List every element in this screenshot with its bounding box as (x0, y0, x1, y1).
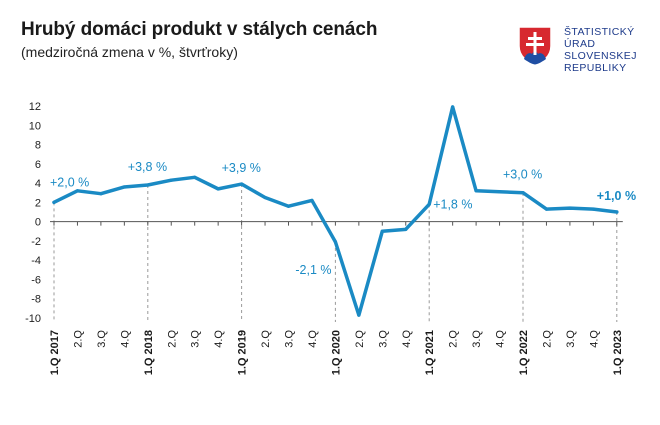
data-points (52, 105, 619, 317)
x-tick-label: 1.Q 2017 (49, 330, 61, 375)
data-point (591, 207, 595, 211)
data-point (75, 189, 80, 193)
data-label: +1,0 % (597, 189, 636, 203)
logo-line: REPUBLIKY (564, 62, 627, 74)
data-label: +2,0 % (50, 175, 89, 189)
data-point (310, 198, 314, 203)
data-point (216, 187, 220, 191)
x-tick-label: 1.Q 2023 (612, 330, 624, 375)
y-tick-label: -2 (31, 236, 41, 248)
x-tick-label: 4.Q (588, 330, 600, 348)
x-axis-labels: 1.Q 2017 2.Q 3.Q 4.Q 1.Q 2018 2.Q 3.Q 4.Q 1.Q 20… (49, 330, 624, 376)
y-tick-label: 10 (29, 120, 41, 132)
y-tick-label: 6 (35, 159, 41, 171)
x-tick-label: 1.Q 2020 (330, 330, 342, 375)
data-label: +1,8 % (433, 197, 472, 211)
data-point (357, 313, 361, 317)
x-tick-label: 1.Q 2021 (424, 330, 436, 375)
x-tick-label: 2.Q (72, 330, 84, 348)
data-point (521, 191, 525, 195)
x-tick-label: 3.Q (96, 330, 108, 348)
y-tick-label: -4 (31, 255, 41, 267)
x-tick-label: 3.Q (284, 330, 296, 348)
data-label: +3,8 % (128, 160, 167, 174)
statistical-office-logo: ŠTATISTICKÝ ÚRAD SLOVENSKEJ REPUBLIKY (516, 26, 648, 82)
data-point (615, 210, 619, 214)
x-tick-label: 4.Q (401, 330, 413, 348)
year-guides (53, 184, 618, 322)
data-point (544, 207, 549, 211)
x-tick-label: 2.Q (354, 330, 366, 348)
logo-line: ÚRAD (564, 38, 596, 50)
y-axis: -10 -8 -6 -4 -2 0 2 4 6 8 10 12 (25, 101, 41, 325)
data-point (263, 195, 267, 200)
data-annotations: +2,0 % +3,8 % +3,9 % -2,1 % +1,8 % +3,0 % +1,0… (50, 160, 636, 277)
coat-of-arms-icon (518, 26, 552, 66)
chart-title: Hrubý domáci produkt v stálych cenách (21, 19, 378, 40)
data-point (146, 183, 150, 187)
x-tick-label: 1.Q 2022 (518, 330, 530, 375)
x-tick-label: 3.Q (471, 330, 483, 348)
x-tick-label: 3.Q (377, 330, 389, 348)
x-tick-label: 2.Q (448, 330, 460, 348)
data-point (380, 229, 384, 233)
logo-line: SLOVENSKEJ (564, 50, 637, 62)
data-point (122, 185, 126, 189)
data-point (568, 206, 572, 210)
x-tick-label: 2.Q (166, 330, 178, 348)
x-tick-label: 4.Q (307, 330, 319, 348)
data-point (451, 105, 455, 109)
y-tick-label: 8 (35, 140, 41, 152)
data-point (427, 202, 431, 206)
data-point (404, 227, 408, 231)
x-axis-ticks (53, 221, 618, 226)
y-tick-label: -8 (31, 294, 41, 306)
y-tick-label: 2 (35, 197, 41, 209)
x-tick-label: 4.Q (213, 330, 225, 348)
x-tick-label: 3.Q (190, 330, 202, 348)
data-point (99, 192, 103, 196)
x-tick-label: 2.Q (541, 330, 553, 348)
data-point (169, 178, 173, 182)
chart-subtitle: (medziročná zmena v %, štvrťroky) (21, 44, 238, 60)
data-point (497, 190, 502, 194)
data-point (286, 204, 291, 208)
y-tick-label: -6 (31, 274, 41, 286)
x-tick-label: 2.Q (260, 330, 272, 348)
logo-line: ŠTATISTICKÝ (564, 26, 635, 38)
data-label: -2,1 % (295, 263, 331, 277)
data-point (474, 189, 478, 193)
data-label: +3,9 % (222, 161, 261, 175)
data-label: +3,0 % (503, 168, 542, 182)
x-tick-label: 4.Q (495, 330, 507, 348)
y-tick-label: 0 (35, 217, 41, 229)
y-tick-label: -10 (25, 313, 41, 325)
y-tick-label: 12 (29, 101, 41, 113)
x-tick-label: 1.Q 2018 (143, 330, 155, 375)
x-tick-label: 3.Q (565, 330, 577, 348)
data-point (52, 200, 56, 204)
data-point (333, 240, 337, 244)
data-point (193, 175, 197, 179)
x-tick-label: 4.Q (119, 330, 131, 348)
y-tick-label: 4 (35, 178, 41, 190)
data-point (240, 182, 244, 186)
logo-wordmark: ŠTATISTICKÝ ÚRAD SLOVENSKEJ REPUBLIKY (564, 26, 637, 74)
x-tick-label: 1.Q 2019 (237, 330, 249, 375)
